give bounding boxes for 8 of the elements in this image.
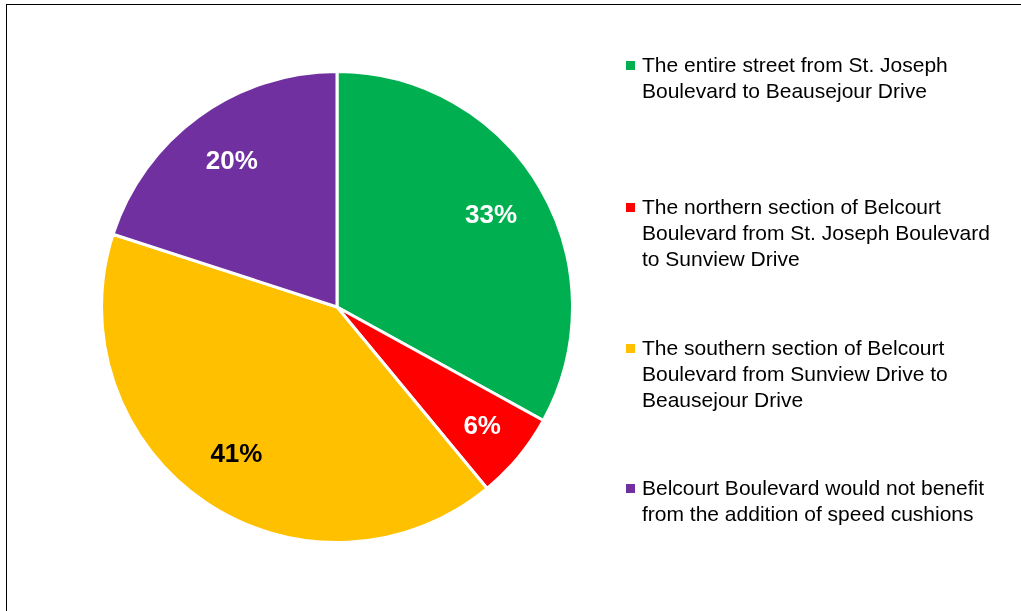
data-label: 6%	[463, 410, 501, 441]
data-label: 41%	[210, 438, 263, 469]
legend-label: Belcourt Boulevard would not benefit from the addition of speed cushions	[642, 476, 985, 525]
data-label: 20%	[205, 145, 258, 176]
legend-label: The northern section of Belcourt Boulevard from St. Joseph Boulevard to Sunview Drive	[642, 195, 990, 270]
legend-label: The southern section of Belcourt Boulevard from Sunview Drive to Beausejour Drive	[642, 336, 948, 411]
data-label: 33%	[465, 199, 518, 230]
legend-label: The entire street from St. Joseph Boulevard to Beausejour Drive	[642, 53, 948, 102]
